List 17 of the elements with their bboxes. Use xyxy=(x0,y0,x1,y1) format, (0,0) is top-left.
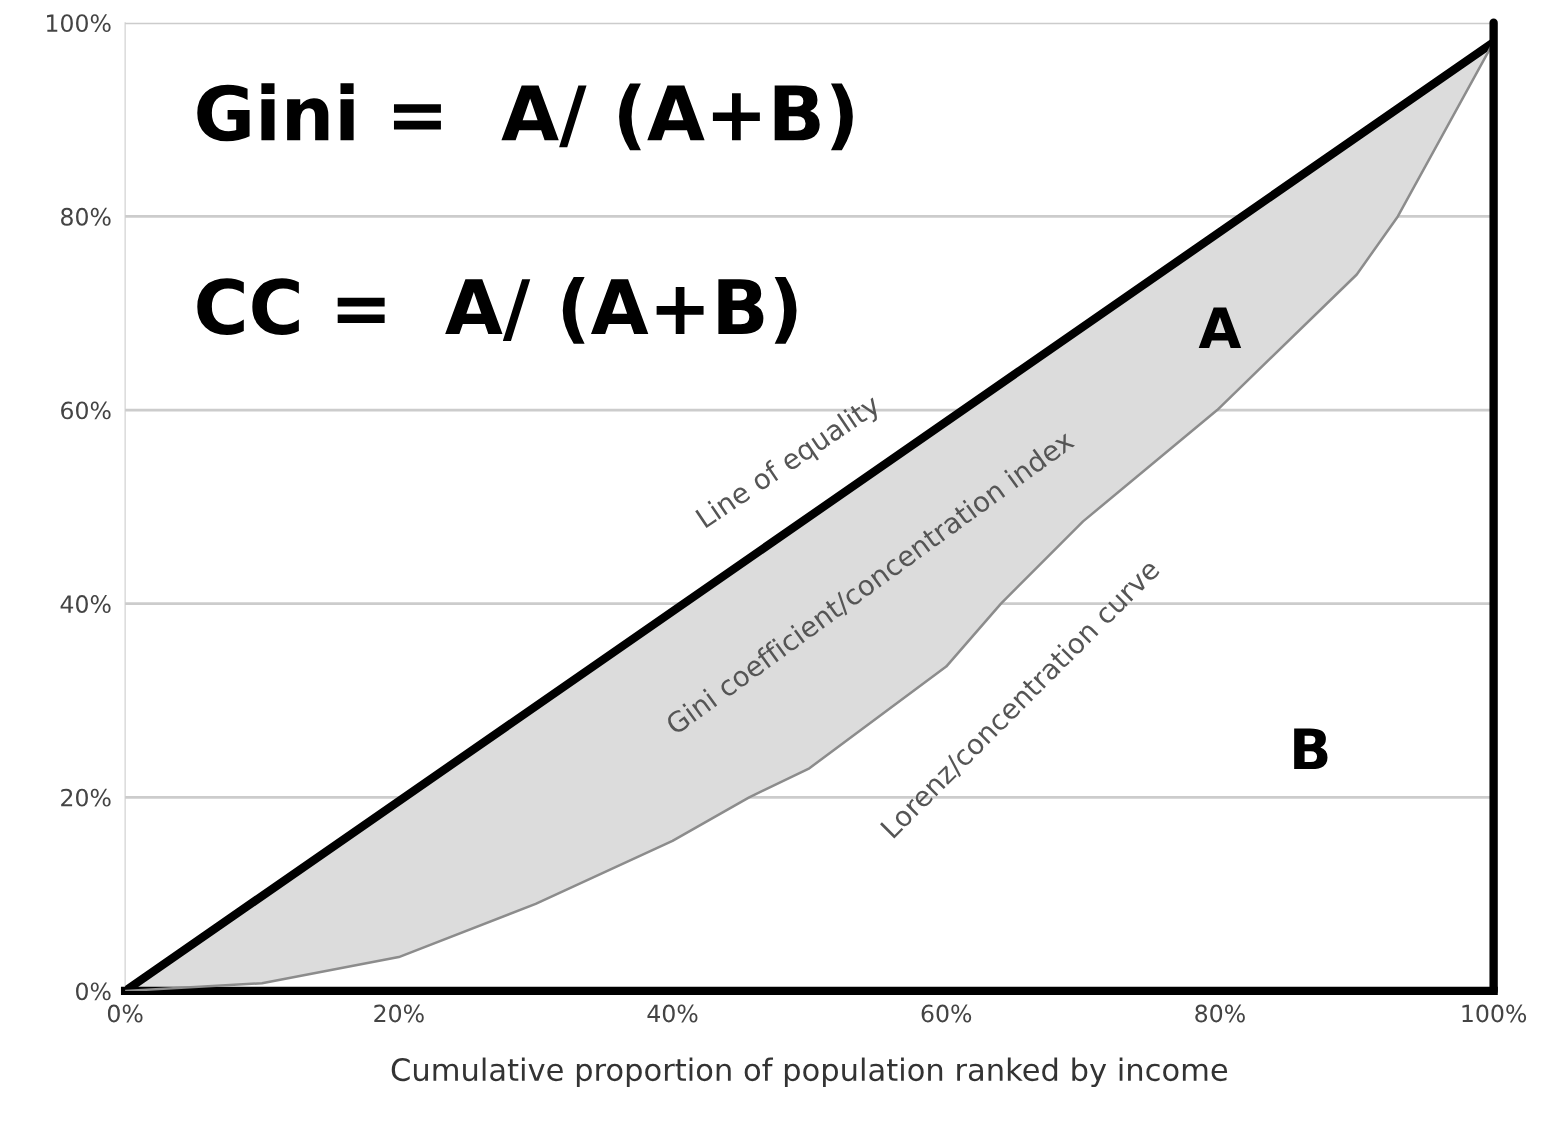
annotation: B xyxy=(1294,728,1328,770)
x-tick-label: 80% xyxy=(1195,1004,1245,1023)
annotation: CC = A/ (A+B) xyxy=(197,277,797,344)
x-tick-label: 60% xyxy=(921,1004,972,1023)
x-axis-title: Cumulative proportion of population ranked by income xyxy=(391,1057,1228,1088)
y-tick-label: 80% xyxy=(61,207,111,226)
y-tick-label: 20% xyxy=(61,788,111,807)
y-tick-label: 60% xyxy=(61,401,111,420)
y-tick-label: 100% xyxy=(47,14,111,33)
x-tick-label: 0% xyxy=(107,1004,143,1023)
annotation: A xyxy=(1198,307,1242,348)
x-tick-label: 40% xyxy=(647,1004,698,1023)
x-tick-label: 100% xyxy=(1462,1004,1527,1023)
y-tick-label: 40% xyxy=(60,595,111,613)
y-tick-label: 0% xyxy=(76,982,111,1001)
x-tick-label: 20% xyxy=(374,1004,424,1023)
annotation: Gini = A/ (A+B) xyxy=(197,83,853,151)
